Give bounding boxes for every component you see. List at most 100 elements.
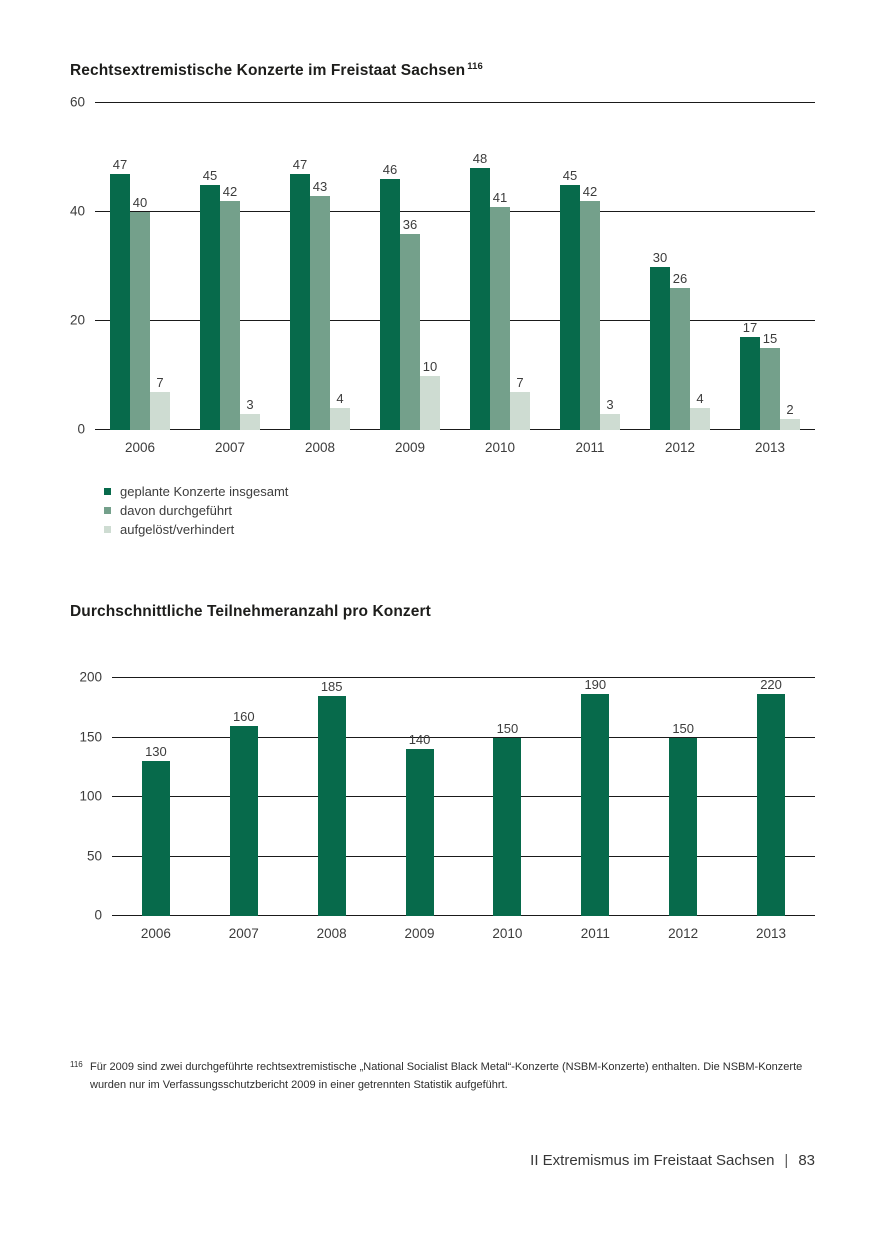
bar-2011-series1 [560, 184, 580, 430]
bar-group-2012: 150 [639, 678, 727, 916]
chart2-x-axis-labels: 2006 2007 2008 2009 2010 2011 2012 2013 [112, 926, 815, 941]
x-axis-label-2009: 2009 [404, 926, 435, 941]
bar-value-label: 190 [584, 677, 607, 692]
bar-group-2013: 220 [727, 678, 815, 916]
bar-column: 190 [581, 677, 610, 916]
bar-column: 140 [405, 678, 434, 916]
bar-value-label: 150 [672, 720, 695, 736]
bar-value-label: 4 [696, 391, 704, 407]
y-axis-tick-label: 0 [77, 421, 85, 437]
bar-groups: 47 40 7 45 42 3 47 43 4 46 36 10 48 41 7 45 42 3 30 26 4 17 15… [95, 103, 815, 430]
gridline-y-100: 100 [79, 789, 815, 802]
legend-item-1: geplante Konzerte insgesamt [104, 482, 815, 501]
legend-label: aufgelöst/verhindert [120, 522, 235, 537]
bar-value-label: 140 [408, 732, 431, 748]
bar-column: 47 [110, 103, 130, 430]
bar-column: 40 [130, 103, 150, 430]
legend-swatch-icon [104, 507, 111, 514]
bar-value-label: 4 [336, 391, 344, 407]
bar-groups: 130 160 185 140 150 190 150 220 [112, 678, 815, 916]
chart1-title: Rechtsextremistische Konzerte im Freista… [70, 61, 815, 80]
bar-column: 130 [141, 678, 170, 916]
bar-2008-series3 [330, 408, 350, 430]
y-axis-tick-label: 60 [69, 94, 85, 110]
bar-value-label: 42 [222, 184, 238, 200]
x-axis-label-2011: 2011 [575, 440, 605, 455]
footnote-text: Für 2009 sind zwei durchgeführte rechtse… [90, 1061, 803, 1091]
bar-column: 150 [493, 678, 522, 916]
bar-group-2006: 130 [112, 678, 200, 916]
bar-2009-series1 [405, 749, 434, 916]
bar-column: 160 [229, 678, 258, 916]
x-axis-label-2007: 2007 [228, 926, 259, 941]
bar-value-label: 3 [606, 396, 614, 412]
bar-2013-series1 [757, 694, 786, 916]
bar-column: 43 [310, 103, 330, 430]
legend-label: geplante Konzerte insgesamt [120, 484, 289, 499]
bar-2007-series3 [240, 413, 260, 430]
bar-value-label: 46 [382, 162, 398, 178]
bar-column: 45 [200, 103, 220, 430]
bar-2012-series2 [670, 288, 690, 430]
bar-column: 15 [760, 103, 780, 430]
bar-group-2006: 47 40 7 [95, 103, 185, 430]
bar-group-2011: 190 [551, 678, 639, 916]
bar-group-2008: 185 [288, 678, 376, 916]
y-axis-tick-label: 20 [69, 312, 85, 328]
bar-group-2008: 47 43 4 [275, 103, 365, 430]
bar-group-2012: 30 26 4 [635, 103, 725, 430]
bar-value-label: 130 [145, 744, 167, 760]
bar-2009-series1 [380, 179, 400, 430]
bar-column: 150 [669, 678, 698, 916]
x-axis-label-2008: 2008 [316, 926, 347, 941]
legend-item-3: aufgelöst/verhindert [104, 520, 815, 539]
bar-value-label: 26 [672, 271, 688, 287]
bar-column: 7 [510, 103, 530, 430]
bar-2007-series1 [200, 184, 220, 430]
bar-column: 220 [757, 678, 786, 916]
footnote-marker: 116 [70, 1060, 83, 1069]
gridline-y-50: 50 [87, 849, 815, 862]
bar-value-label: 10 [422, 358, 438, 374]
bar-group-2007: 45 42 3 [185, 103, 275, 430]
bar-2008-series2 [310, 195, 330, 430]
bar-2006-series2 [130, 212, 150, 430]
chart2-title: Durchschnittliche Teilnehmeranzahl pro K… [70, 603, 815, 621]
bar-value-label: 2 [786, 402, 794, 418]
bar-2011-series1 [581, 694, 610, 916]
bar-2013-series3 [780, 419, 800, 430]
bar-column: 47 [290, 103, 310, 430]
bar-value-label: 45 [202, 167, 218, 183]
x-axis-label-2009: 2009 [394, 440, 426, 455]
legend-swatch-icon [104, 526, 111, 533]
bar-2011-series3 [600, 413, 620, 430]
bar-value-label: 15 [762, 331, 778, 347]
bar-value-label: 41 [492, 189, 508, 205]
chart1-title-text: Rechtsextremistische Konzerte im Freista… [70, 62, 466, 79]
bar-value-label: 43 [312, 178, 328, 194]
bar-value-label: 150 [496, 720, 519, 736]
bar-2012-series3 [690, 408, 710, 430]
bar-2006-series3 [150, 391, 170, 430]
bar-value-label: 47 [112, 156, 128, 172]
bar-column: 42 [580, 103, 600, 430]
x-axis-label-2006: 2006 [140, 926, 171, 941]
bar-group-2010: 150 [464, 678, 552, 916]
x-axis-label-2013: 2013 [754, 440, 786, 455]
x-axis-label-2008: 2008 [304, 440, 336, 455]
gridline-y-0: 0 [77, 422, 815, 435]
bar-column: 41 [490, 103, 510, 430]
bar-2012-series1 [669, 737, 698, 916]
bar-2007-series2 [220, 201, 240, 430]
bar-column: 45 [560, 103, 580, 430]
bar-column: 36 [400, 103, 420, 430]
bar-value-label: 48 [472, 151, 488, 167]
bar-2010-series1 [470, 168, 490, 430]
x-axis-label-2013: 2013 [756, 926, 787, 941]
y-axis-tick-label: 200 [79, 669, 102, 685]
page-footer: II Extremismus im Freistaat Sachsen | 83 [530, 1152, 815, 1169]
bar-group-2010: 48 41 7 [455, 103, 545, 430]
bar-value-label: 40 [132, 195, 148, 210]
bar-group-2013: 17 15 2 [725, 103, 815, 430]
legend-item-2: davon durchgeführt [104, 501, 815, 520]
